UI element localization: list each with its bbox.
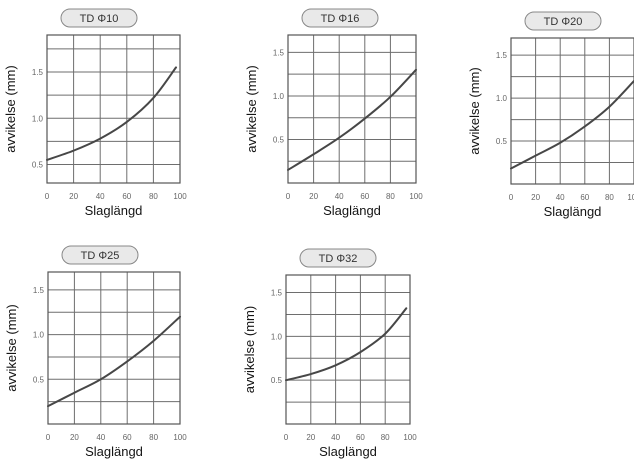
chart-panel-1: TD Φ10 0 20 40 60 80 100 0.5 1.0 1.5 Slaglängd avvi… xyxy=(3,8,187,218)
y-axis-label: avvikelse (mm) xyxy=(4,304,19,391)
chart-title: TD Φ32 xyxy=(319,253,358,265)
x-tick-label: 0 xyxy=(45,192,50,201)
x-tick-label: 20 xyxy=(306,433,315,442)
plot-frame xyxy=(46,34,181,184)
x-tick-label: 80 xyxy=(386,192,395,201)
x-tick-label: 40 xyxy=(335,192,344,201)
x-tick-label: 60 xyxy=(122,192,131,201)
x-axis-label: Slaglängd xyxy=(323,203,381,218)
y-tick-label: 1.5 xyxy=(271,289,283,298)
chart-title-badge xyxy=(299,248,377,268)
y-tick-label: 0.5 xyxy=(33,375,45,384)
x-tick-label: 20 xyxy=(69,192,78,201)
chart-title: TD Φ25 xyxy=(81,250,120,262)
x-tick-label: 40 xyxy=(96,192,105,201)
x-tick-label: 100 xyxy=(173,433,187,442)
x-tick-label: 0 xyxy=(46,433,51,442)
y-tick-label: 1.0 xyxy=(33,331,45,340)
x-tick-label: 0 xyxy=(284,433,289,442)
chart-title-badge xyxy=(61,245,139,265)
y-axis-label: avvikelse (mm) xyxy=(467,67,482,154)
x-tick-label: 80 xyxy=(381,433,390,442)
x-tick-label: 0 xyxy=(286,192,291,201)
x-tick-label: 60 xyxy=(360,192,369,201)
x-tick-label: 20 xyxy=(531,193,540,202)
chart-panel-4: TD Φ25 0 20 40 60 80 100 0.5 1.0 1.5 Slaglängd avvi… xyxy=(4,245,187,459)
x-axis-label: Slaglängd xyxy=(319,444,377,459)
x-tick-label: 40 xyxy=(556,193,565,202)
x-axis-label: Slaglängd xyxy=(85,203,143,218)
series-line xyxy=(46,66,178,161)
y-tick-label: 0.5 xyxy=(32,161,44,170)
x-tick-label: 20 xyxy=(309,192,318,201)
chart-panel-5: TD Φ32 0 20 40 60 80 100 0.5 1.0 1.5 Slaglängd avvi… xyxy=(242,248,417,459)
x-tick-label: 40 xyxy=(96,433,105,442)
chart-title: TD Φ20 xyxy=(544,16,583,28)
series-line xyxy=(287,68,417,171)
y-tick-label: 1.0 xyxy=(496,94,508,103)
x-tick-label: 100 xyxy=(627,193,634,202)
x-tick-label: 0 xyxy=(509,193,514,202)
plot-frame xyxy=(47,271,181,425)
x-tick-label: 60 xyxy=(356,433,365,442)
y-axis-label: avvikelse (mm) xyxy=(3,65,18,152)
x-tick-label: 80 xyxy=(149,433,158,442)
y-tick-label: 1.0 xyxy=(273,92,285,101)
series-line xyxy=(510,79,634,170)
x-axis-label: Slaglängd xyxy=(544,204,602,219)
y-axis-label: avvikelse (mm) xyxy=(244,65,259,152)
x-tick-label: 80 xyxy=(149,192,158,201)
plot-frame xyxy=(285,274,411,425)
chart-title-badge xyxy=(301,8,379,28)
series-line xyxy=(285,307,408,382)
series-line xyxy=(47,315,181,408)
plot-frame xyxy=(287,34,417,184)
x-tick-label: 60 xyxy=(580,193,589,202)
y-tick-label: 0.5 xyxy=(496,137,508,146)
x-tick-label: 100 xyxy=(173,192,187,201)
y-tick-label: 1.5 xyxy=(496,51,508,60)
y-tick-label: 1.0 xyxy=(271,332,283,341)
plot-frame xyxy=(510,37,634,185)
chart-title: TD Φ16 xyxy=(321,13,360,25)
y-tick-label: 1.5 xyxy=(32,68,44,77)
x-tick-label: 60 xyxy=(123,433,132,442)
y-tick-label: 0.5 xyxy=(273,135,285,144)
x-tick-label: 20 xyxy=(70,433,79,442)
x-tick-label: 80 xyxy=(605,193,614,202)
y-tick-label: 1.0 xyxy=(32,114,44,123)
chart-title-badge xyxy=(524,11,602,31)
chart-title: TD Φ10 xyxy=(80,13,119,25)
y-tick-label: 1.5 xyxy=(33,286,45,295)
x-axis-label: Slaglängd xyxy=(85,444,143,459)
y-tick-label: 0.5 xyxy=(271,376,283,385)
chart-panel-3: TD Φ20 0 20 40 60 80 100 0.5 1.0 1.5 Slaglängd avvi… xyxy=(467,11,634,219)
chart-panel-2: TD Φ16 0 20 40 60 80 100 0.5 1.0 1.5 Slaglängd avvi… xyxy=(244,8,423,218)
x-tick-label: 100 xyxy=(409,192,423,201)
y-tick-label: 1.5 xyxy=(273,48,285,57)
chart-title-badge xyxy=(60,8,138,28)
x-tick-label: 100 xyxy=(403,433,417,442)
y-axis-label: avvikelse (mm) xyxy=(242,306,257,393)
x-tick-label: 40 xyxy=(331,433,340,442)
